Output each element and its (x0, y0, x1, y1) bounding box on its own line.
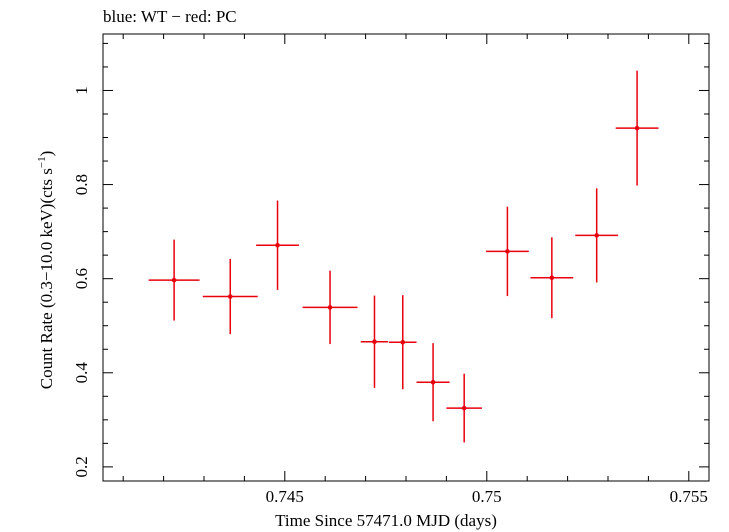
data-marker (275, 242, 280, 248)
data-series (148, 70, 659, 443)
y-axis-label-close: ) (37, 151, 56, 157)
chart-title: blue: WT − red: PC (103, 7, 237, 26)
data-marker (505, 249, 510, 254)
data-point (202, 258, 258, 335)
data-point (446, 373, 482, 443)
x-axis-ticks: 0.745 0.75 0.755 (122, 34, 708, 506)
y-axis-label: Count Rate (0.3−10.0 keV)(cts s−1) (36, 151, 56, 390)
data-marker (461, 405, 467, 411)
y-tick-label: 1 (72, 86, 91, 95)
data-point (148, 239, 200, 321)
data-marker (327, 305, 333, 310)
y-axis-label-main: Count Rate (0.3−10.0 keV)(cts s (37, 168, 56, 389)
data-point (530, 237, 574, 319)
y-tick-label: 0.4 (72, 362, 91, 384)
data-marker (594, 233, 599, 238)
x-tick-label: 0.75 (472, 487, 502, 506)
data-point (302, 270, 358, 345)
plot-frame (102, 33, 710, 482)
data-point (416, 343, 450, 422)
data-point (615, 70, 659, 186)
data-point (256, 200, 299, 290)
y-axis-label-exponent: −1 (36, 156, 48, 168)
data-marker (634, 125, 640, 131)
data-marker (400, 339, 406, 345)
data-marker (372, 339, 377, 345)
y-axis-ticks: 0.2 0.4 0.6 0.8 1 (72, 42, 709, 478)
data-point (389, 295, 417, 390)
y-tick-label: 0.6 (72, 268, 91, 289)
data-point (360, 295, 389, 388)
data-point (575, 188, 619, 283)
y-tick-label: 0.8 (72, 174, 91, 195)
x-axis-label: Time Since 57471.0 MJD (days) (275, 511, 497, 530)
data-point (485, 206, 529, 297)
x-tick-label: 0.745 (266, 487, 304, 506)
x-tick-label: 0.755 (670, 487, 708, 506)
data-marker (171, 277, 177, 283)
data-marker (227, 294, 233, 299)
data-marker (549, 275, 555, 281)
data-marker (430, 379, 436, 385)
y-tick-label: 0.2 (72, 456, 91, 477)
